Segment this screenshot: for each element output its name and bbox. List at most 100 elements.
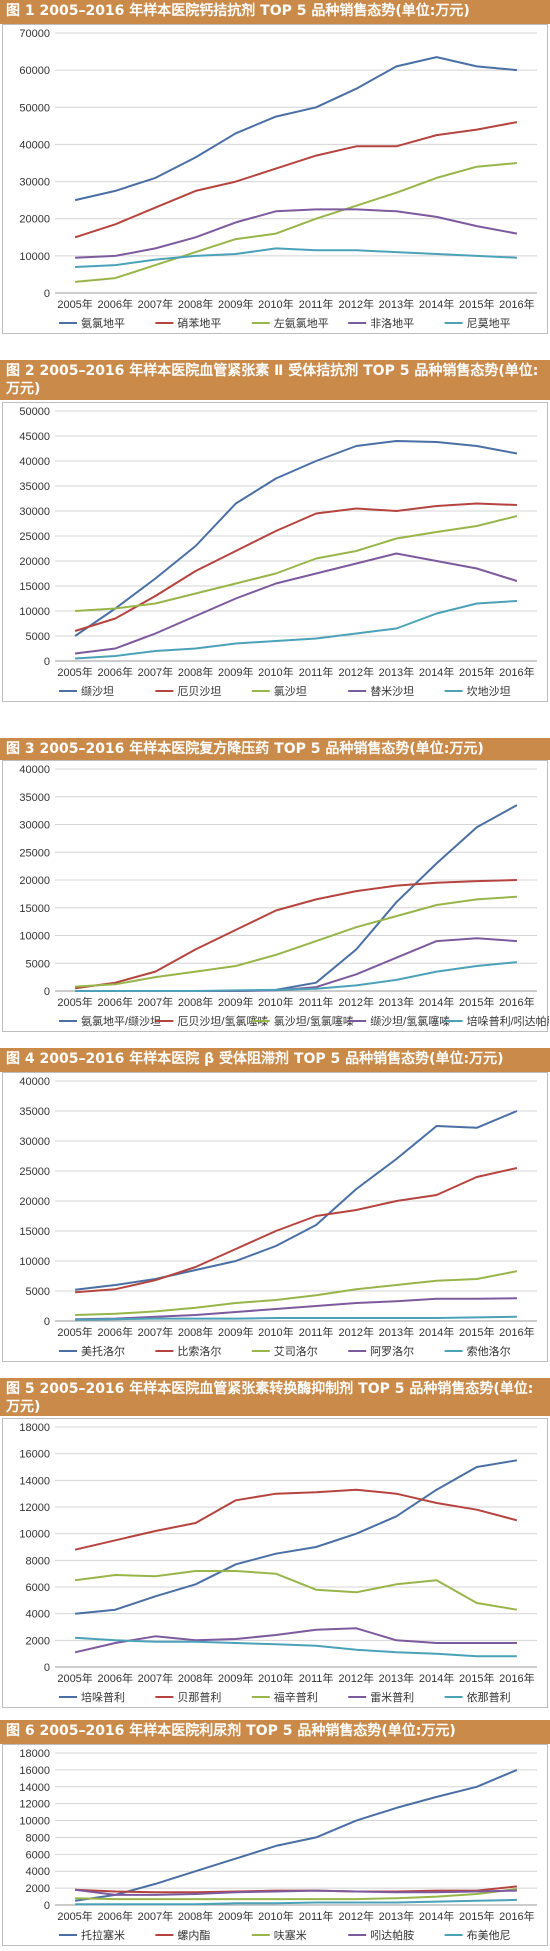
x-tick-label: 2010年 — [258, 1671, 293, 1685]
series-line-3 — [75, 515, 518, 612]
y-tick-label: 0 — [44, 986, 50, 998]
x-tick-label: 2011年 — [299, 665, 334, 679]
legend-label: 硝苯地平 — [177, 316, 221, 330]
x-tick-label: 2005年 — [57, 995, 92, 1009]
y-tick-label: 14000 — [19, 1475, 50, 1487]
legend-label: 氯沙坦/氢氯噻嗪 — [274, 1014, 354, 1028]
series-line-3 — [75, 1888, 518, 1901]
x-tick-label: 2011年 — [299, 1671, 334, 1685]
x-tick-label: 2016年 — [499, 1909, 534, 1923]
x-tick-label: 2005年 — [57, 1671, 92, 1685]
x-tick-label: 2008年 — [178, 297, 213, 311]
series-line-5 — [75, 1315, 517, 1321]
legend-label: 氨氯地平/缬沙坦 — [81, 1014, 161, 1028]
x-tick-label: 2007年 — [138, 665, 173, 679]
legend-label: 美托洛尔 — [81, 1344, 125, 1358]
legend-label: 缬沙坦 — [81, 684, 114, 698]
x-tick-label: 2007年 — [138, 297, 173, 311]
legend-label: 氨氯地平 — [81, 316, 125, 330]
legend-label: 左氨氯地平 — [274, 316, 329, 330]
series-line-3 — [75, 895, 517, 988]
y-tick-label: 0 — [44, 1662, 50, 1674]
y-tick-label: 0 — [44, 1316, 50, 1328]
y-tick-label: 10000 — [19, 1816, 50, 1828]
y-tick-label: 15000 — [19, 1226, 50, 1238]
y-tick-label: 12000 — [19, 1502, 50, 1514]
chart-panel-4: 0 5000 10000 15000 20000 25000 30000 35000 40000… — [2, 1072, 548, 1362]
series-line-3 — [75, 162, 517, 283]
series-line-2 — [74, 879, 517, 990]
legend-label: 雷米普利 — [370, 1690, 414, 1704]
series-line-2 — [74, 1488, 518, 1551]
y-tick-label: 5000 — [26, 958, 50, 970]
x-tick-label: 2009年 — [218, 665, 253, 679]
legend-label: 厄贝沙坦 — [177, 684, 221, 698]
x-tick-label: 2014年 — [419, 1325, 454, 1339]
x-tick-label: 2008年 — [178, 995, 213, 1009]
x-tick-label: 2011年 — [299, 1909, 334, 1923]
series-line-4 — [75, 937, 517, 992]
legend-label: 贝那普利 — [177, 1690, 221, 1704]
legend-label: 阿罗洛尔 — [370, 1344, 414, 1358]
y-tick-label: 15000 — [19, 581, 50, 593]
y-tick-label: 6000 — [26, 1849, 50, 1861]
x-tick-label: 2011年 — [299, 995, 334, 1009]
chart-title: 图 4 2005–2016 年样本医院 β 受体阻滞剂 TOP 5 品种销售态势… — [0, 1048, 550, 1072]
y-tick-label: 20000 — [19, 214, 50, 226]
series-line-1 — [75, 1459, 518, 1615]
y-tick-label: 10000 — [19, 606, 50, 618]
x-tick-label: 2013年 — [379, 1325, 414, 1339]
y-tick-label: 25000 — [19, 847, 50, 859]
y-tick-label: 35000 — [19, 792, 50, 804]
line-chart-svg: 0 5000 10000 15000 20000 25000 30000 35000 40000… — [19, 764, 550, 1028]
y-tick-label: 40000 — [19, 456, 50, 468]
x-tick-label: 2015年 — [459, 995, 494, 1009]
x-tick-label: 2012年 — [339, 1325, 374, 1339]
legend-label: 坎地沙坦 — [467, 684, 511, 698]
series-line-1 — [74, 1110, 518, 1291]
x-tick-label: 2013年 — [379, 1671, 414, 1685]
x-tick-label: 2006年 — [98, 995, 133, 1009]
y-tick-label: 10000 — [19, 1529, 50, 1541]
y-tick-label: 14000 — [19, 1782, 50, 1794]
x-tick-label: 2005年 — [57, 665, 92, 679]
x-tick-label: 2014年 — [419, 1671, 454, 1685]
x-tick-label: 2013年 — [379, 297, 414, 311]
y-tick-label: 5000 — [26, 1286, 50, 1298]
y-tick-label: 25000 — [19, 1166, 50, 1178]
x-tick-label: 2009年 — [218, 995, 253, 1009]
y-tick-label: 18000 — [19, 1748, 50, 1760]
chart-panel-6: 0 2000 4000 6000 8000 10000 12000 14000 16000 180… — [2, 1744, 548, 1946]
legend-label: 福辛普利 — [274, 1690, 318, 1704]
series-line-4 — [74, 1627, 517, 1654]
y-tick-label: 0 — [44, 656, 50, 668]
y-tick-label: 40000 — [19, 139, 50, 151]
series-line-5 — [75, 961, 517, 992]
legend-label: 缬沙坦/氢氯噻嗪 — [370, 1014, 450, 1028]
x-tick-label: 2012年 — [339, 1909, 374, 1923]
line-chart-svg: 0 2000 4000 6000 8000 10000 12000 14000 16000 180… — [19, 1422, 537, 1704]
x-tick-label: 2012年 — [339, 665, 374, 679]
x-tick-label: 2010年 — [258, 995, 293, 1009]
y-tick-label: 20000 — [19, 875, 50, 887]
line-chart-svg: 0 10000 20000 30000 40000 50000 60000 70000 2005… — [19, 28, 537, 330]
series-line-2 — [75, 1167, 518, 1294]
y-tick-label: 18000 — [19, 1422, 50, 1434]
x-tick-label: 2015年 — [459, 1671, 494, 1685]
x-tick-label: 2016年 — [499, 665, 534, 679]
y-tick-label: 40000 — [19, 764, 50, 776]
y-tick-label: 35000 — [19, 1106, 50, 1118]
x-tick-label: 2010年 — [258, 1325, 293, 1339]
x-tick-label: 2006年 — [98, 665, 133, 679]
x-tick-label: 2011年 — [299, 1325, 334, 1339]
chart-title: 图 5 2005–2016 年样本医院血管紧张素转换酶抑制剂 TOP 5 品种销… — [0, 1378, 550, 1416]
series-line-5 — [75, 247, 517, 268]
y-tick-label: 10000 — [19, 1256, 50, 1268]
x-tick-label: 2010年 — [258, 1909, 293, 1923]
series-line-4 — [75, 1297, 517, 1321]
series-line-3 — [74, 1570, 518, 1611]
series-line-5 — [75, 1636, 517, 1658]
x-tick-label: 2015年 — [459, 665, 494, 679]
y-tick-label: 2000 — [26, 1635, 50, 1647]
chart-panel-1: 0 10000 20000 30000 40000 50000 60000 70000 2005… — [2, 24, 548, 334]
